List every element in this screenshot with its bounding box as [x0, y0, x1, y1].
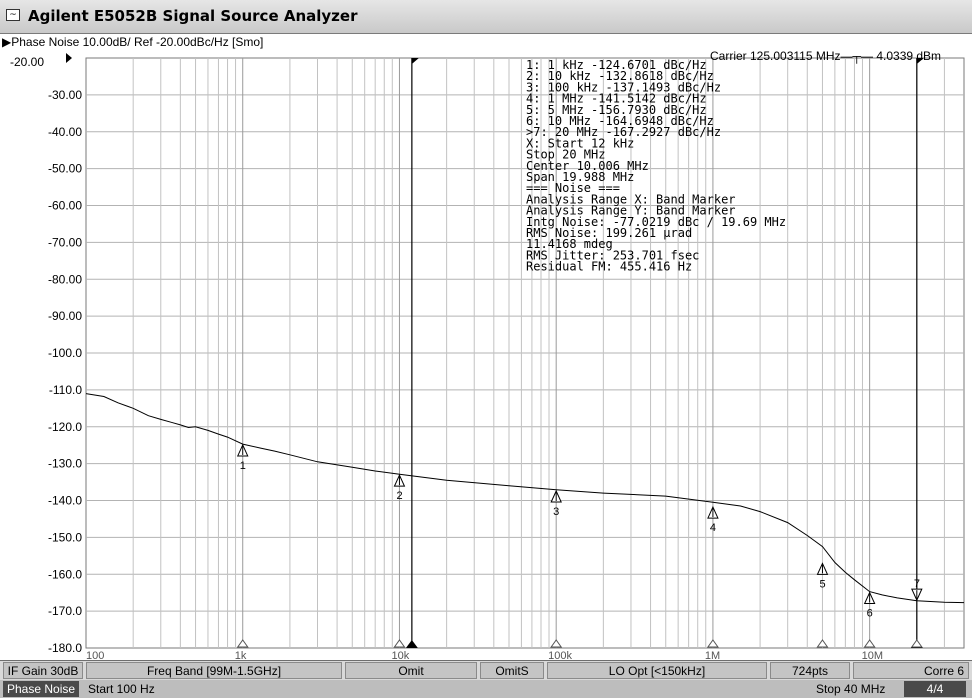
- ref-level-arrow-icon[interactable]: [66, 53, 72, 63]
- marker-label: 4: [710, 522, 716, 534]
- marker-table-line: 6: 10 MHz -164.6948 dBc/Hz: [526, 114, 714, 128]
- y-tick-label: -170.0: [48, 604, 82, 618]
- marker-axis-icon: [550, 639, 563, 648]
- y-tick-label: -80.00: [48, 272, 82, 286]
- y-tick-label: -60.00: [48, 199, 82, 213]
- marker-table-line: 2: 10 kHz -132.8618 dBc/Hz: [526, 69, 714, 83]
- y-tick-label: -180.0: [48, 641, 82, 655]
- measurement-status: Phase Noise: [3, 681, 80, 697]
- trace-window[interactable]: -30.00 -40.00 -50.00 -60.00 -70.00 -80.00 -90.…: [0, 34, 972, 660]
- omit-key[interactable]: Omit: [345, 662, 477, 679]
- marker-label: 6: [867, 608, 873, 620]
- marker-table-line: Residual FM: 455.416 Hz: [526, 260, 692, 274]
- marker-table-line: RMS Jitter: 253.701 fsec: [526, 248, 699, 262]
- marker-axis-icon: [863, 639, 876, 648]
- y-tick-label: -50.00: [48, 162, 82, 176]
- marker-table-line: X: Start 12 kHz: [526, 136, 634, 150]
- x-tick-label: 1M: [705, 650, 720, 660]
- marker-table-line: === Noise ===: [526, 181, 620, 195]
- window-title: Agilent E5052B Signal Source Analyzer: [28, 7, 358, 25]
- marker-table-line: 11.4168 mdeg: [526, 237, 613, 251]
- marker-label: 7: [914, 578, 920, 590]
- marker-label: 1: [240, 460, 246, 472]
- y-tick-label: -40.00: [48, 125, 82, 139]
- status-bar: Phase Noise Start 100 Hz Stop 40 MHz 4/4: [0, 680, 972, 698]
- marker-label: 5: [819, 578, 825, 590]
- trace-layer: [85, 393, 965, 604]
- if-gain-key[interactable]: IF Gain 30dB: [3, 662, 83, 679]
- marker-table-line: Span 19.988 MHz: [526, 170, 634, 184]
- marker-axis-icon: [236, 639, 249, 648]
- band-marker-top-icon: [916, 58, 924, 64]
- ref-level-label: -20.00: [10, 55, 44, 69]
- band-markers: [405, 58, 924, 648]
- y-tick-label: -130.0: [48, 457, 82, 471]
- y-axis-labels: -30.00 -40.00 -50.00 -60.00 -70.00 -80.00 -90.…: [48, 53, 82, 655]
- marker-table-line: Stop 20 MHz: [526, 148, 605, 162]
- page-indicator[interactable]: 4/4: [904, 681, 966, 697]
- softkey-bar: IF Gain 30dB Freq Band [99M-1.5GHz] Omit…: [0, 660, 972, 680]
- x-tick-label: 100k: [548, 650, 572, 660]
- marker-table-line: 1: 1 kHz -124.6701 dBc/Hz: [526, 58, 707, 72]
- marker-table: 1: 1 kHz -124.6701 dBc/Hz2: 10 kHz -132.…: [526, 58, 786, 274]
- marker-axis-icon: [816, 639, 829, 648]
- y-tick-label: -30.00: [48, 88, 82, 102]
- marker-axis-icon: [706, 639, 719, 648]
- x-tick-label: 10M: [862, 650, 883, 660]
- marker-table-line: Analysis Range X: Band Marker: [526, 192, 736, 206]
- x-tick-label: 100: [86, 650, 104, 660]
- marker-axis-icon: [393, 639, 406, 648]
- y-tick-label: -110.0: [49, 383, 82, 397]
- band-marker-bottom-icon: [405, 640, 418, 648]
- y-tick-label: -120.0: [48, 420, 82, 434]
- y-tick-label: -160.0: [48, 567, 82, 581]
- plot-grid: [85, 57, 965, 649]
- marker-table-line: 5: 5 MHz -156.7930 dBc/Hz: [526, 103, 707, 117]
- window-icon[interactable]: ~: [6, 9, 20, 21]
- x-tick-label: 1k: [235, 650, 247, 660]
- marker-layer: 1 2 3 4 5 6 7: [236, 443, 923, 648]
- y-tick-label: -100.0: [48, 346, 82, 360]
- carrier-readout: Carrier 125.003115 MHz—┬— 4.0339 dBm: [710, 49, 941, 64]
- phase-noise-trace: [85, 393, 965, 604]
- x-tick-label: 10k: [391, 650, 409, 660]
- marker-table-line: Center 10.006 MHz: [526, 159, 649, 173]
- marker-axis-icon: [910, 639, 923, 648]
- marker-table-line: Analysis Range Y: Band Marker: [526, 204, 736, 218]
- points-key[interactable]: 724pts: [770, 662, 850, 679]
- title-bar: ~ Agilent E5052B Signal Source Analyzer: [0, 0, 972, 34]
- band-marker-top-icon: [411, 58, 419, 64]
- x-axis-labels: 100 1k 10k 100k 1M 10M: [86, 650, 883, 660]
- marker-table-line: 4: 1 MHz -141.5142 dBc/Hz: [526, 92, 707, 106]
- y-tick-label: -70.00: [48, 235, 82, 249]
- lo-opt-key[interactable]: LO Opt [<150kHz]: [547, 662, 767, 679]
- marker-table-line: Intg Noise: -77.0219 dBc / 19.69 MHz: [526, 215, 786, 229]
- marker-table-line: RMS Noise: 199.261 µrad: [526, 226, 692, 240]
- y-tick-label: -140.0: [48, 494, 82, 508]
- marker-table-line: 3: 100 kHz -137.1493 dBc/Hz: [526, 80, 721, 94]
- phase-noise-plot[interactable]: -30.00 -40.00 -50.00 -60.00 -70.00 -80.00 -90.…: [0, 34, 972, 660]
- marker-table-line: >7: 20 MHz -167.2927 dBc/Hz: [526, 125, 721, 139]
- y-tick-label: -150.0: [48, 530, 82, 544]
- omit-s-key[interactable]: OmitS: [480, 662, 544, 679]
- stop-frequency: Stop 40 MHz: [816, 682, 886, 696]
- marker-label: 2: [396, 490, 402, 502]
- trace-header[interactable]: ▶Phase Noise 10.00dB/ Ref -20.00dBc/Hz […: [2, 35, 263, 49]
- correlation-key[interactable]: Corre 6: [853, 662, 969, 679]
- start-frequency: Start 100 Hz: [88, 682, 155, 696]
- freq-band-key[interactable]: Freq Band [99M-1.5GHz]: [86, 662, 342, 679]
- y-tick-label: -90.00: [48, 309, 82, 323]
- marker-label: 3: [553, 506, 559, 518]
